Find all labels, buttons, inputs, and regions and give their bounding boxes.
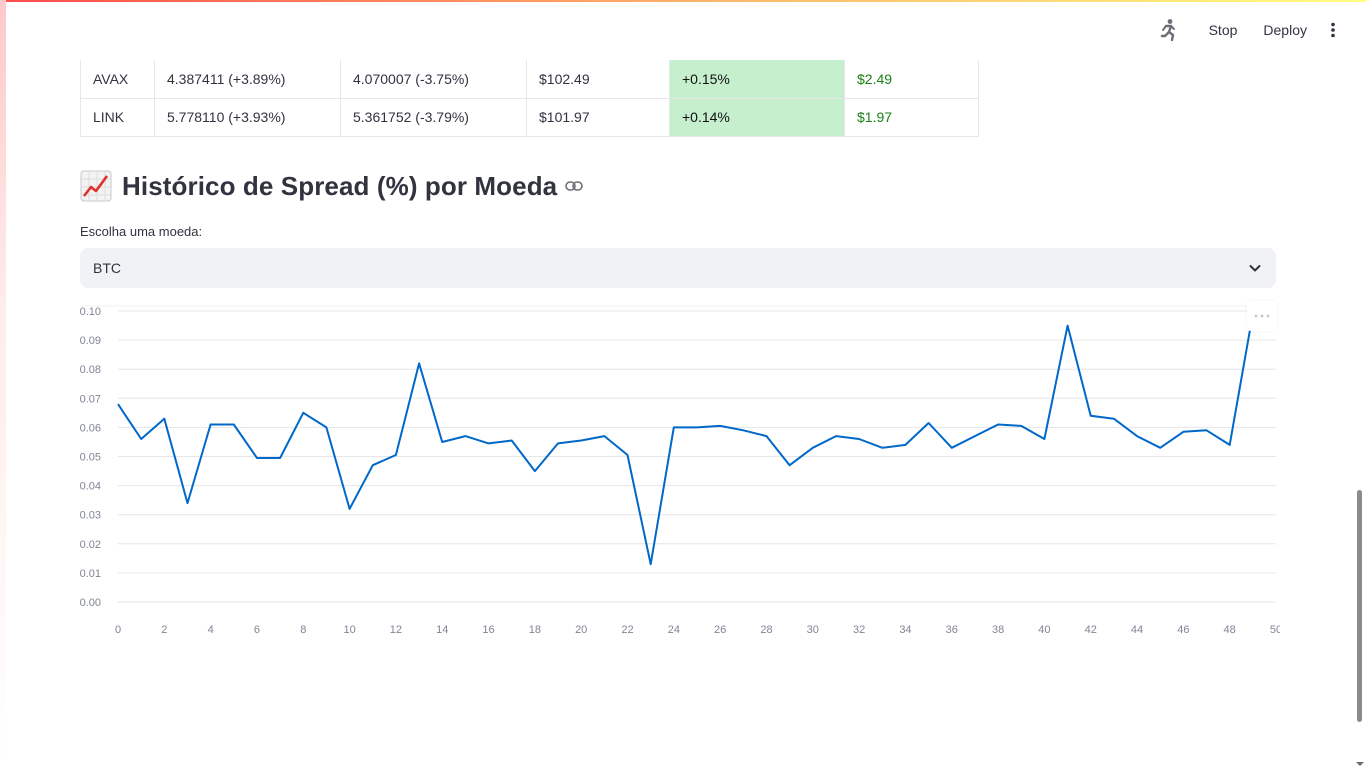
y-tick-label: 0.08 [80,364,101,376]
x-tick-label: 10 [343,624,355,636]
left-decoration-strip [0,0,6,768]
section-heading: Histórico de Spread (%) por Moeda [80,170,584,202]
coin-select-label: Escolha uma moeda: [80,224,203,239]
x-tick-label: 30 [807,624,819,636]
table-cell: 4.070007 (-3.75%) [340,60,527,99]
series-line [117,313,1254,566]
x-tick-label: 26 [714,624,726,636]
x-tick-label: 16 [482,624,494,636]
arbitrage-table: AVAX 4.387411 (+3.89%) 4.070007 (-3.75%)… [80,60,979,137]
line-chart: 0.00 0.01 0.02 0.03 0.04 0.05 0.06 0.07 0.08 0.09… [80,305,1282,636]
table-cell-spread: +0.14% [669,97,845,137]
table-cell-profit: $1.97 [844,97,979,137]
table-cell-profit: $2.49 [844,60,979,99]
scroll-down-arrow-icon[interactable] [1355,756,1365,766]
table-cell-coin: AVAX [80,60,155,99]
chart-more-icon[interactable] [1247,301,1277,331]
y-tick-label: 0.06 [80,422,101,434]
deploy-button[interactable]: Deploy [1263,22,1307,38]
page-scrollbar[interactable] [1357,490,1362,722]
x-tick-label: 22 [621,624,633,636]
x-tick-label: 40 [1038,624,1050,636]
running-man-icon [1156,18,1180,42]
link-icon[interactable] [565,179,584,197]
y-tick-label: 0.10 [80,306,101,318]
y-tick-label: 0.04 [80,481,101,493]
x-tick-label: 48 [1224,624,1236,636]
table-cell: 4.387411 (+3.89%) [154,60,341,99]
x-tick-label: 38 [992,624,1004,636]
x-tick-label: 0 [115,624,121,636]
spread-history-chart: 0.00 0.01 0.02 0.03 0.04 0.05 0.06 0.07 0.08 0.09… [80,296,1282,641]
top-decoration-bar [0,0,1366,2]
y-tick-label: 0.03 [80,510,101,522]
table-cell-spread: +0.15% [669,60,845,99]
coin-select-value: BTC [93,260,121,276]
x-tick-label: 20 [575,624,587,636]
x-tick-label: 4 [208,624,214,636]
y-tick-label: 0.01 [80,568,101,580]
main-menu-icon[interactable] [1322,15,1344,45]
x-tick-label: 14 [436,624,448,636]
x-tick-label: 8 [300,624,306,636]
y-tick-label: 0.07 [80,393,101,405]
chevron-down-icon [1247,260,1263,276]
y-tick-label: 0.09 [80,335,101,347]
x-tick-label: 2 [161,624,167,636]
app-toolbar: Stop Deploy [1156,15,1344,45]
x-tick-label: 44 [1131,624,1143,636]
x-tick-label: 46 [1177,624,1189,636]
y-tick-label: 0.05 [80,452,101,464]
chart-increasing-icon [80,170,112,202]
x-tick-label: 12 [390,624,402,636]
y-tick-label: 0.02 [80,539,101,551]
x-tick-label: 32 [853,624,865,636]
page-title: Histórico de Spread (%) por Moeda [122,170,558,201]
table-row: AVAX 4.387411 (+3.89%) 4.070007 (-3.75%)… [80,60,979,99]
y-tick-label: 0.00 [80,597,101,609]
x-tick-label: 6 [254,624,260,636]
table-cell: $102.49 [526,60,670,99]
table-cell: 5.778110 (+3.93%) [154,97,341,137]
coin-select[interactable]: BTC [80,248,1276,288]
table-row: LINK 5.778110 (+3.93%) 5.361752 (-3.79%)… [80,97,979,137]
table-cell-coin: LINK [80,97,155,137]
x-tick-label: 24 [668,624,680,636]
table-cell: $101.97 [526,97,670,137]
x-tick-label: 34 [899,624,911,636]
x-tick-label: 28 [760,624,772,636]
table-cell: 5.361752 (-3.79%) [340,97,527,137]
x-tick-label: 18 [529,624,541,636]
x-tick-label: 42 [1085,624,1097,636]
x-tick-label: 50 [1270,624,1280,636]
stop-button[interactable]: Stop [1208,22,1238,38]
x-tick-label: 36 [946,624,958,636]
